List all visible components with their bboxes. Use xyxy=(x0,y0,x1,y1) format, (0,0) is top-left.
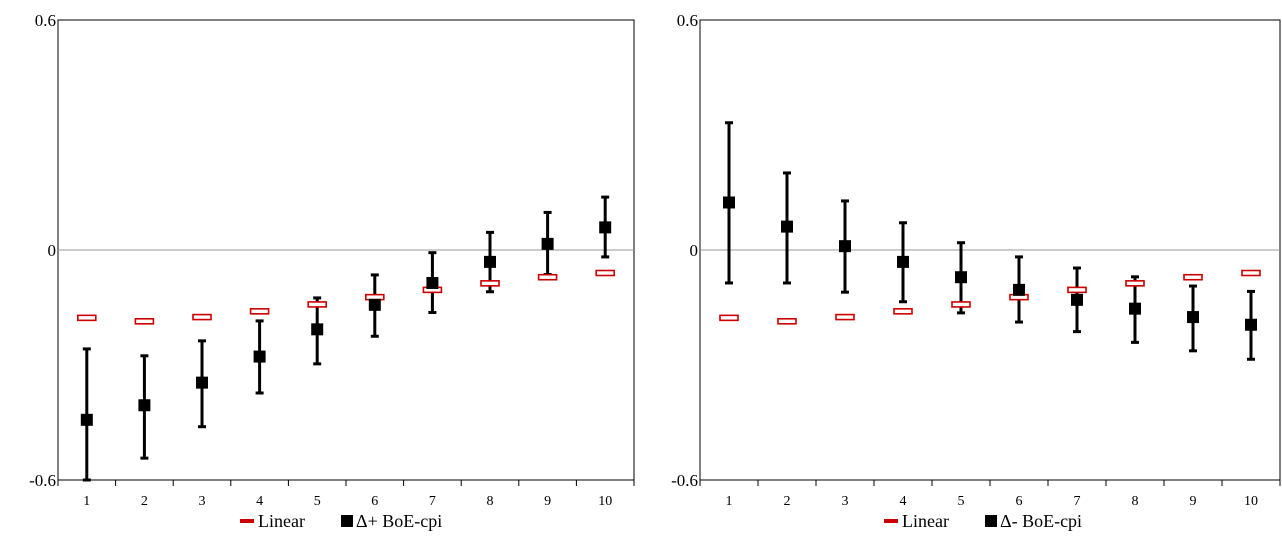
x-tick-label: 1 xyxy=(83,494,90,509)
x-tick-label: 8 xyxy=(1132,494,1139,509)
legend-estimate-swatch xyxy=(341,515,353,527)
legend-estimate-label: Δ+ BoE-cpi xyxy=(356,511,442,531)
legend-linear-label: Linear xyxy=(902,511,949,531)
left-chart-panel: 0.6 0 -0.6 1 2 3 4 5 6 7 8 9 10 Linear Δ+ BoE-cpi xyxy=(0,0,641,545)
y-tick-label: -0.6 xyxy=(29,471,56,490)
estimate-point xyxy=(599,221,612,234)
linear-point xyxy=(951,301,971,308)
linear-point xyxy=(777,317,797,325)
linear-point xyxy=(893,308,913,315)
linear-point xyxy=(1183,273,1203,281)
linear-point xyxy=(1241,269,1261,277)
estimate-point xyxy=(1013,283,1025,296)
estimate-point xyxy=(541,237,554,250)
estimate-point xyxy=(196,376,208,389)
left-chart: 0.6 0 -0.6 1 2 3 4 5 6 7 8 9 10 Linear Δ+ BoE-cpi xyxy=(29,11,635,531)
x-tick-label: 8 xyxy=(487,494,494,509)
y-tick-label: 0.6 xyxy=(35,11,56,30)
legend: Linear Δ+ BoE-cpi xyxy=(240,511,442,531)
right-chart: 0.6 0 -0.6 1 2 3 4 5 6 7 8 9 10 Linear Δ- BoE-cpi xyxy=(671,11,1281,531)
right-chart-panel: 0.6 0 -0.6 1 2 3 4 5 6 7 8 9 10 Linear Δ- BoE-cpi xyxy=(641,0,1282,545)
estimate-point xyxy=(484,255,496,268)
x-tick-label: 9 xyxy=(544,494,551,509)
estimate-point xyxy=(1071,293,1083,306)
x-tick-label: 2 xyxy=(784,494,791,509)
x-tick-label: 6 xyxy=(371,494,378,509)
y-tick-label: 0.6 xyxy=(677,11,698,30)
x-tick-label: 2 xyxy=(141,494,148,509)
estimate-point xyxy=(138,399,151,412)
estimate-point xyxy=(723,196,735,209)
legend-linear-swatch xyxy=(240,519,254,523)
y-tick-label: 0 xyxy=(690,241,699,260)
x-tick-label: 3 xyxy=(199,494,206,509)
x-tick-label: 9 xyxy=(1190,494,1197,509)
x-tick-label: 4 xyxy=(256,494,263,509)
linear-point xyxy=(835,313,855,321)
estimate-point xyxy=(1187,311,1199,324)
linear-point xyxy=(1125,280,1145,287)
estimate-point xyxy=(368,298,381,311)
x-tick-label: 5 xyxy=(958,494,965,509)
linear-point xyxy=(480,280,500,287)
linear-point xyxy=(307,301,328,308)
linear-point xyxy=(595,269,616,277)
linear-point xyxy=(192,313,212,321)
x-tick-label: 7 xyxy=(1074,494,1081,509)
x-tick-label: 3 xyxy=(842,494,849,509)
legend-estimate-label: Δ- BoE-cpi xyxy=(1000,511,1082,531)
x-tick-label: 7 xyxy=(429,494,436,509)
x-tick-label: 10 xyxy=(598,494,612,509)
linear-point xyxy=(249,308,270,315)
x-tick-label: 10 xyxy=(1244,494,1258,509)
legend-linear-label: Linear xyxy=(258,511,305,531)
legend-linear-swatch xyxy=(884,519,898,523)
x-tick-label: 4 xyxy=(900,494,907,509)
estimate-point xyxy=(955,271,967,284)
linear-point xyxy=(134,317,155,325)
estimate-point xyxy=(781,220,793,233)
estimate-point xyxy=(311,323,324,336)
linear-point xyxy=(537,273,558,281)
estimate-point xyxy=(897,255,909,268)
x-tick-label: 5 xyxy=(314,494,321,509)
y-tick-label: 0 xyxy=(48,241,57,260)
estimate-point xyxy=(1129,302,1141,315)
linear-point xyxy=(1067,286,1087,294)
y-tick-label: -0.6 xyxy=(671,471,698,490)
estimate-point xyxy=(253,350,266,363)
estimate-point xyxy=(1245,318,1257,331)
linear-point xyxy=(719,314,739,322)
legend-estimate-swatch xyxy=(985,515,997,527)
legend: Linear Δ- BoE-cpi xyxy=(884,511,1082,531)
x-tick-label: 1 xyxy=(726,494,733,509)
estimate-point xyxy=(80,413,93,426)
x-tick-label: 6 xyxy=(1016,494,1023,509)
estimate-point xyxy=(426,276,439,289)
linear-point xyxy=(77,314,97,322)
estimate-point xyxy=(839,240,851,253)
